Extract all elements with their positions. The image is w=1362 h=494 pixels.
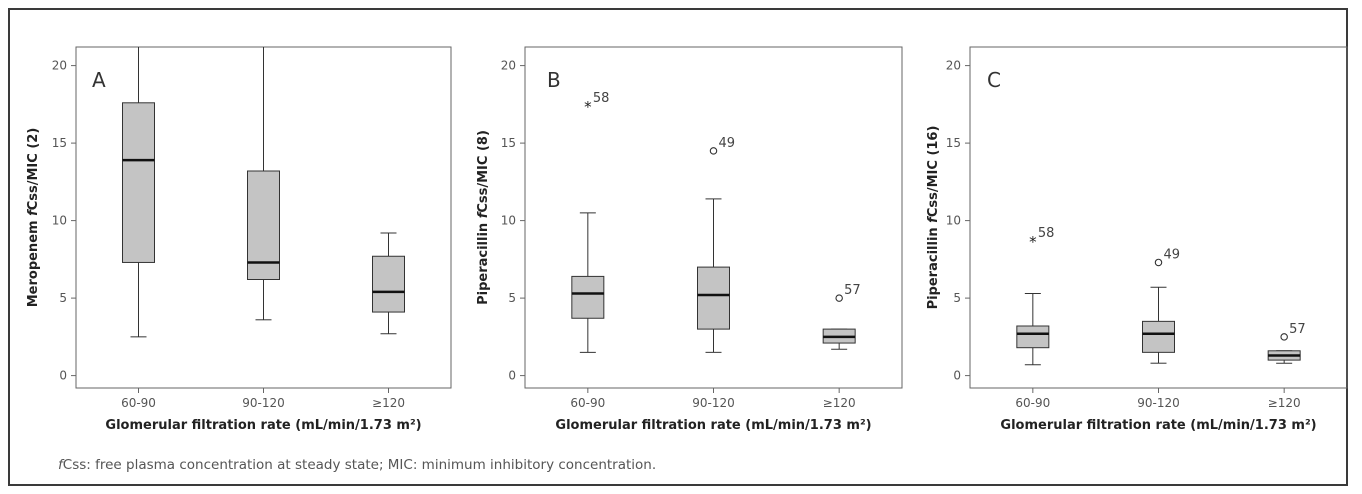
footnote-italic-f: f [58,457,63,473]
y-axis-title-suffix: Css/MIC (2) [26,128,41,211]
outlier-label: 49 [719,136,736,151]
outlier-circle [709,147,718,155]
x-tick-label: ≥120 [372,396,405,410]
y-tick-label: 20 [52,59,67,73]
box-iqr [697,266,730,330]
x-axis-title: Glomerular filtration rate (mL/min/1.73 … [105,418,421,433]
footnote-text: Css: free plasma concentration at steady… [62,457,657,473]
y-axis-title-prefix: Piperacillin [926,223,941,310]
box-90-120 [247,47,280,321]
box-≥120 [1267,350,1301,364]
y-axis-title-italic: f [26,208,41,216]
outlier-label: 57 [1289,322,1306,337]
outlier-label: 57 [844,283,861,298]
y-axis-title-suffix: Css/MIC (16) [926,126,941,218]
x-tick-label: ≥120 [1268,396,1301,410]
outlier-star: * [584,98,592,116]
panel-letter: B [547,68,561,92]
x-tick-label: 60-90 [570,396,605,410]
outlier-star: * [1029,233,1037,251]
y-tick-label: 0 [953,369,961,383]
chart-panel-a: 0 5 10 15 20 60-90 90-120 ≥120 A Meropenem fCss/M… [26,46,452,433]
box-60-90 [122,47,155,338]
box-60-90 [571,212,605,353]
panel-letter: A [92,68,106,92]
y-axis-title-prefix: Meropenem [26,216,41,307]
y-tick-label: 0 [508,369,516,383]
outlier-label: 58 [593,91,610,106]
box-iqr [372,255,405,313]
y-axis-title-prefix: Piperacillin [476,218,491,305]
y-tick-label: 10 [52,214,67,228]
x-tick-label: 90-120 [1137,396,1180,410]
y-tick-label: 5 [953,291,961,305]
box-90-120 [697,198,730,353]
y-tick-label: 20 [501,59,516,73]
y-axis-title: Piperacillin fCss/MIC (8) [476,130,491,305]
chart-panel-c: 0 5 10 15 20 60-90 90-120 ≥120 * 58 49 57 C Piperacil… [926,46,1348,433]
y-tick-label: 15 [946,136,961,150]
x-tick-label: 90-120 [692,396,735,410]
outlier-circle [835,294,843,302]
outlier-label: 58 [1038,226,1055,241]
box-iqr [571,275,605,319]
box-90-120 [1142,286,1175,364]
y-tick-label: 10 [501,214,516,228]
chart-panel-b: 0 5 10 15 20 60-90 90-120 ≥120 * 58 49 57 B Piperacil… [476,46,903,433]
box-≥120 [822,328,856,350]
y-tick-label: 20 [946,59,961,73]
box-60-90 [1016,292,1050,366]
y-tick-label: 10 [946,214,961,228]
y-tick-label: 15 [52,136,67,150]
figure-frame [8,8,1348,486]
outlier-circle [1280,333,1288,341]
y-tick-label: 5 [59,291,67,305]
outlier-label: 49 [1164,247,1181,262]
x-axis-title: Glomerular filtration rate (mL/min/1.73 … [1000,418,1316,433]
y-axis-title: Piperacillin fCss/MIC (16) [926,126,941,310]
y-axis-title-italic: f [926,215,941,223]
y-axis-title-italic: f [476,210,491,218]
outlier-circle [1154,258,1163,267]
y-tick-label: 0 [59,369,67,383]
figure-footnote: fCss: free plasma concentration at stead… [58,457,656,473]
x-axis-title: Glomerular filtration rate (mL/min/1.73 … [555,418,871,433]
x-tick-label: 90-120 [242,396,285,410]
y-tick-label: 5 [508,291,516,305]
x-tick-label: 60-90 [1015,396,1050,410]
y-axis-title-suffix: Css/MIC (8) [476,130,491,213]
box-iqr [1016,325,1050,349]
y-tick-label: 15 [501,136,516,150]
y-axis-title: Meropenem fCss/MIC (2) [26,128,41,308]
x-tick-label: ≥120 [823,396,856,410]
box-iqr [1142,320,1175,353]
x-tick-label: 60-90 [121,396,156,410]
panel-letter: C [987,68,1001,92]
box-iqr [122,102,155,263]
box-≥120 [372,232,405,335]
